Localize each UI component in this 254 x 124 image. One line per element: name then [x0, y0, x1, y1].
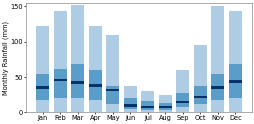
- Bar: [123, 98, 136, 109]
- Bar: [228, 64, 241, 98]
- Bar: [176, 93, 189, 107]
- Bar: [158, 103, 171, 110]
- Bar: [141, 101, 154, 110]
- Bar: [141, 91, 154, 112]
- Bar: [141, 106, 154, 108]
- Bar: [71, 5, 84, 112]
- Bar: [71, 64, 84, 98]
- Bar: [36, 86, 49, 89]
- Bar: [228, 80, 241, 83]
- Bar: [158, 106, 171, 108]
- Bar: [88, 26, 102, 112]
- Bar: [54, 79, 67, 81]
- Bar: [211, 74, 224, 100]
- Bar: [193, 86, 206, 104]
- Bar: [193, 96, 206, 98]
- Bar: [123, 104, 136, 107]
- Bar: [176, 101, 189, 103]
- Bar: [106, 89, 119, 91]
- Bar: [54, 69, 67, 98]
- Bar: [211, 6, 224, 112]
- Bar: [106, 35, 119, 112]
- Bar: [54, 11, 67, 112]
- Bar: [158, 95, 171, 112]
- Bar: [36, 26, 49, 112]
- Bar: [176, 70, 189, 112]
- Bar: [36, 74, 49, 100]
- Bar: [88, 70, 102, 100]
- Bar: [228, 11, 241, 112]
- Bar: [106, 86, 119, 104]
- Bar: [123, 86, 136, 112]
- Y-axis label: Monthly Rainfall (mm): Monthly Rainfall (mm): [3, 21, 9, 95]
- Bar: [193, 45, 206, 112]
- Bar: [71, 81, 84, 84]
- Bar: [211, 86, 224, 89]
- Bar: [88, 84, 102, 87]
